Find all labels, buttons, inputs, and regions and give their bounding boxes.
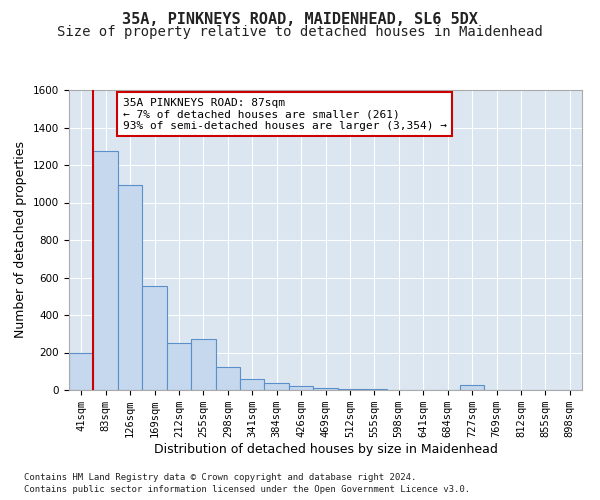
Bar: [460, 386, 484, 390]
X-axis label: Distribution of detached houses by size in Maidenhead: Distribution of detached houses by size …: [154, 443, 497, 456]
Text: 35A, PINKNEYS ROAD, MAIDENHEAD, SL6 5DX: 35A, PINKNEYS ROAD, MAIDENHEAD, SL6 5DX: [122, 12, 478, 28]
Bar: [69, 352, 94, 390]
Bar: [215, 366, 240, 390]
Bar: [118, 184, 142, 390]
Text: 35A PINKNEYS ROAD: 87sqm
← 7% of detached houses are smaller (261)
93% of semi-d: 35A PINKNEYS ROAD: 87sqm ← 7% of detache…: [123, 98, 447, 130]
Bar: [94, 151, 118, 390]
Bar: [362, 389, 386, 390]
Bar: [142, 286, 167, 390]
Bar: [191, 340, 215, 390]
Text: Contains HM Land Registry data © Crown copyright and database right 2024.: Contains HM Land Registry data © Crown c…: [24, 472, 416, 482]
Bar: [167, 343, 191, 390]
Text: Contains public sector information licensed under the Open Government Licence v3: Contains public sector information licen…: [24, 485, 470, 494]
Bar: [240, 379, 265, 390]
Bar: [265, 384, 289, 390]
Y-axis label: Number of detached properties: Number of detached properties: [14, 142, 28, 338]
Bar: [338, 389, 362, 390]
Bar: [313, 388, 338, 390]
Text: Size of property relative to detached houses in Maidenhead: Size of property relative to detached ho…: [57, 25, 543, 39]
Bar: [289, 386, 313, 390]
